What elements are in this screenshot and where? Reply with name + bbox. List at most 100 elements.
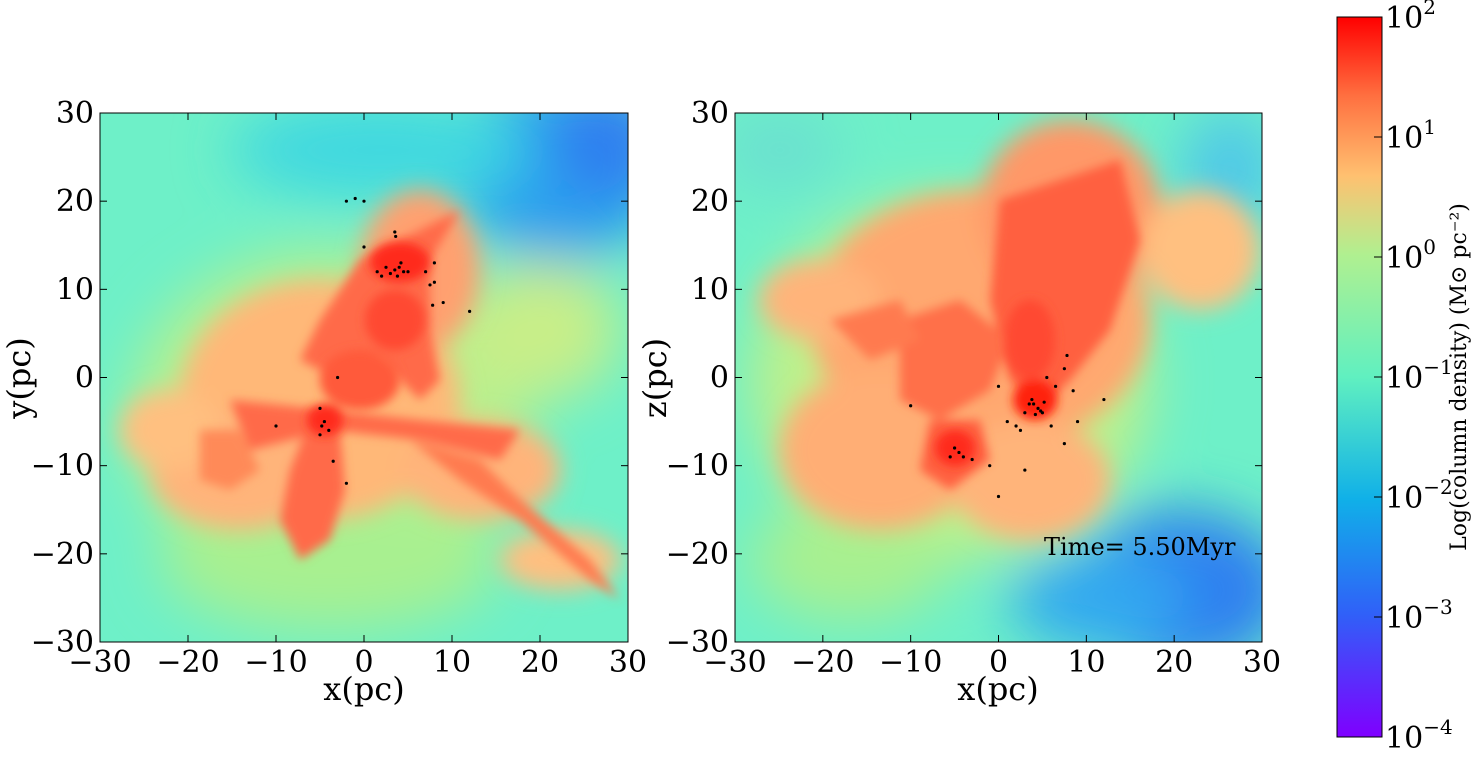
- xy-sink-particle: [393, 268, 397, 272]
- xz-sink-particle: [1018, 428, 1023, 432]
- colorbar-tick-label: 10−4: [1385, 715, 1453, 756]
- xy-sink-particle: [331, 459, 335, 463]
- time-annotation: Time= 5.50Myr: [1044, 533, 1236, 561]
- xz-xtick-label: 20: [1155, 645, 1193, 680]
- xy-sink-particle: [362, 199, 366, 203]
- xz-ytick-label: 0: [710, 361, 729, 396]
- xy-ytick-label: 0: [75, 361, 94, 396]
- xz-sink-particle: [1062, 367, 1066, 371]
- xz-sink-particle: [957, 450, 961, 455]
- xz-sink-particle: [1030, 397, 1034, 402]
- xy-xlabel: x(pc): [323, 670, 404, 708]
- xy-sink-particle: [441, 300, 445, 305]
- xz-sink-particle: [1102, 397, 1106, 402]
- xz-xlabel: x(pc): [957, 670, 1038, 708]
- xy-sink-particle: [431, 303, 435, 307]
- xy-sink-particle: [424, 270, 428, 274]
- xz-sink-particle: [1071, 389, 1075, 393]
- xy-sink-particle: [395, 274, 400, 278]
- xy-sink-particle: [428, 283, 432, 287]
- xz-ylabel: z(pc): [636, 338, 674, 418]
- colorbar-tick-label: 101: [1385, 115, 1436, 156]
- xz-xtick-label: −20: [791, 645, 854, 680]
- xy-xtick-label: −30: [68, 645, 131, 680]
- xz-sink-particle: [961, 455, 965, 459]
- xz-ytick-label: −10: [666, 449, 729, 484]
- xy-ylabel: y(pc): [0, 337, 38, 419]
- colorbar-ticks: 102 101 100 10−1 10−2 10−3 10−4: [1374, 0, 1453, 756]
- xz-sink-particle: [1049, 424, 1053, 428]
- colorbar-label: Log(column density) (M⊙ pc⁻²): [1447, 203, 1472, 551]
- xy-sink-particle: [353, 196, 357, 201]
- xy-sink-particle: [344, 481, 348, 485]
- xz-sink-particle: [1075, 419, 1080, 424]
- xy-ytick-label: −30: [31, 625, 94, 660]
- xy-xtick-label: 30: [609, 645, 647, 680]
- xy-ytick-label: 10: [56, 272, 94, 307]
- xz-ytick-label: 30: [691, 96, 729, 131]
- xz-sink-particle: [909, 404, 913, 408]
- xz-xtick-label: −30: [703, 645, 766, 680]
- colorbar-tick-label: 10−1: [1385, 355, 1453, 396]
- xy-sink-particle: [384, 265, 388, 269]
- xz-ytick-label: 10: [691, 272, 729, 307]
- colorbar-tick-label: 10−2: [1385, 475, 1453, 516]
- xy-xtick-label: 10: [433, 645, 471, 680]
- xy-ytick-label: 30: [56, 96, 94, 131]
- xz-sink-particle: [1062, 442, 1066, 446]
- xy-sink-particle: [402, 270, 406, 274]
- xy-sink-particle: [336, 375, 340, 380]
- xz-sink-particle: [1042, 400, 1046, 404]
- colorbar-tick-label: 10−3: [1385, 595, 1453, 636]
- xy-sink-particle: [432, 261, 436, 265]
- xz-sink-particle: [948, 455, 952, 459]
- xy-sink-particle: [380, 274, 384, 278]
- xy-overlay: −30 −20 −10 0 10 20 30 −30 −20 −10 0 10 20 30: [31, 96, 647, 680]
- xz-sink-particle: [1027, 402, 1031, 406]
- xy-xtick-label: −10: [244, 645, 307, 680]
- xy-sink-particle: [432, 280, 436, 284]
- xz-sink-particle: [1065, 353, 1069, 358]
- xz-sink-particle: [1053, 384, 1058, 388]
- colorbar-tick-label: 100: [1385, 235, 1436, 276]
- xy-sink-particle: [318, 433, 322, 437]
- xy-density-map: [100, 113, 628, 642]
- xz-sink-particle: [952, 446, 957, 450]
- xz-sink-particle: [1036, 406, 1040, 410]
- xz-sink-particle: [1005, 419, 1009, 424]
- xz-sink-particle: [1033, 412, 1037, 417]
- xy-xtick-label: 20: [521, 645, 559, 680]
- xy-sink-particle: [468, 309, 472, 313]
- xy-sink-particle: [362, 245, 366, 249]
- xy-sink-particle: [344, 199, 348, 203]
- xz-overlay: −30 −20 −10 0 10 20 30 −30 −20 −10 0 10 20 30: [666, 96, 1281, 680]
- xy-xtick-label: 0: [354, 645, 373, 680]
- xy-sink-particle: [274, 424, 278, 428]
- xy-sink-particle: [322, 419, 326, 424]
- xz-density-map: [735, 113, 1262, 642]
- colorbar-tick-label: 102: [1385, 0, 1436, 36]
- xy-sink-particle: [327, 428, 331, 432]
- xz-sink-particle: [970, 457, 974, 462]
- xz-ytick-label: −30: [666, 625, 729, 660]
- xz-sink-particle: [1023, 411, 1027, 415]
- xz-sink-particle: [988, 464, 992, 468]
- xz-xtick-label: −10: [879, 645, 942, 680]
- xz-sink-particle: [1045, 375, 1049, 380]
- xy-sink-particle: [393, 230, 397, 234]
- xz-sink-particle: [1032, 402, 1036, 406]
- xz-xtick-label: 0: [989, 645, 1008, 680]
- xy-sink-particle: [399, 261, 403, 265]
- xz-sink-particle: [1023, 468, 1027, 472]
- xy-xtick-label: −20: [156, 645, 219, 680]
- xy-sink-particle: [318, 406, 322, 410]
- xy-ytick-label: −10: [31, 449, 94, 484]
- xy-ytick-label: 20: [56, 184, 94, 219]
- xz-sink-particle: [1039, 409, 1043, 413]
- xz-ytick-label: 20: [691, 184, 729, 219]
- xz-sink-particle: [996, 494, 1001, 499]
- xy-sink-particle: [375, 270, 379, 274]
- xz-sink-particle: [996, 384, 1001, 388]
- xy-sink-particle: [388, 271, 392, 276]
